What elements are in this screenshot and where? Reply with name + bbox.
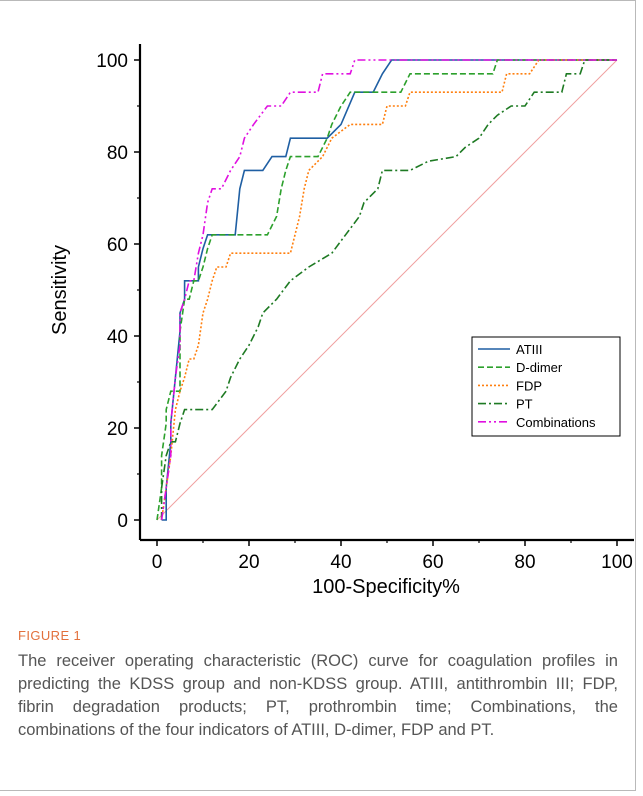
legend-label: ATIII — [516, 342, 542, 357]
legend-label: Combinations — [516, 415, 596, 430]
chart-axes: 0 20 40 60 80 100 0 20 40 60 80 100 — [96, 44, 634, 573]
legend-label: FDP — [516, 378, 542, 393]
legend-box — [471, 336, 621, 437]
x-tick-label: 20 — [238, 552, 259, 573]
y-tick-label: 0 — [117, 511, 128, 532]
x-tick-label: 0 — [152, 552, 163, 573]
figure-caption: The receiver operating characteristic (R… — [18, 652, 618, 739]
x-tick-label: 80 — [514, 552, 535, 573]
roc-curves — [156, 59, 618, 521]
reference-diagonal — [156, 59, 618, 521]
roc-chart: 0 20 40 60 80 100 0 20 40 60 80 100 ATIII D-dimer FDP… — [49, 44, 634, 598]
y-tick-label: 80 — [107, 143, 128, 164]
y-axis-title: Sensitivity — [49, 245, 71, 335]
x-tick-label: 60 — [422, 552, 443, 573]
y-tick-label: 60 — [107, 235, 128, 256]
y-tick-label: 40 — [107, 327, 128, 348]
series-pt — [160, 59, 617, 520]
chart-legend: ATIII D-dimer FDP PT Combinations — [471, 336, 621, 437]
legend-label: D-dimer — [516, 360, 563, 375]
series-combinations — [160, 59, 617, 521]
x-tick-label: 40 — [330, 552, 351, 573]
series-d-dimer — [156, 59, 617, 521]
x-tick-label: 100 — [601, 552, 633, 573]
x-axis-title: 100-Specificity% — [312, 576, 460, 598]
y-tick-label: 100 — [96, 51, 128, 72]
figure-label: FIGURE 1 — [18, 628, 82, 643]
legend-label: PT — [516, 397, 533, 412]
y-tick-label: 20 — [107, 419, 128, 440]
